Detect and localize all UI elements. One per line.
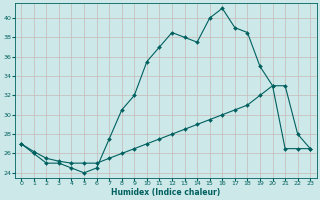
X-axis label: Humidex (Indice chaleur): Humidex (Indice chaleur) xyxy=(111,188,220,197)
